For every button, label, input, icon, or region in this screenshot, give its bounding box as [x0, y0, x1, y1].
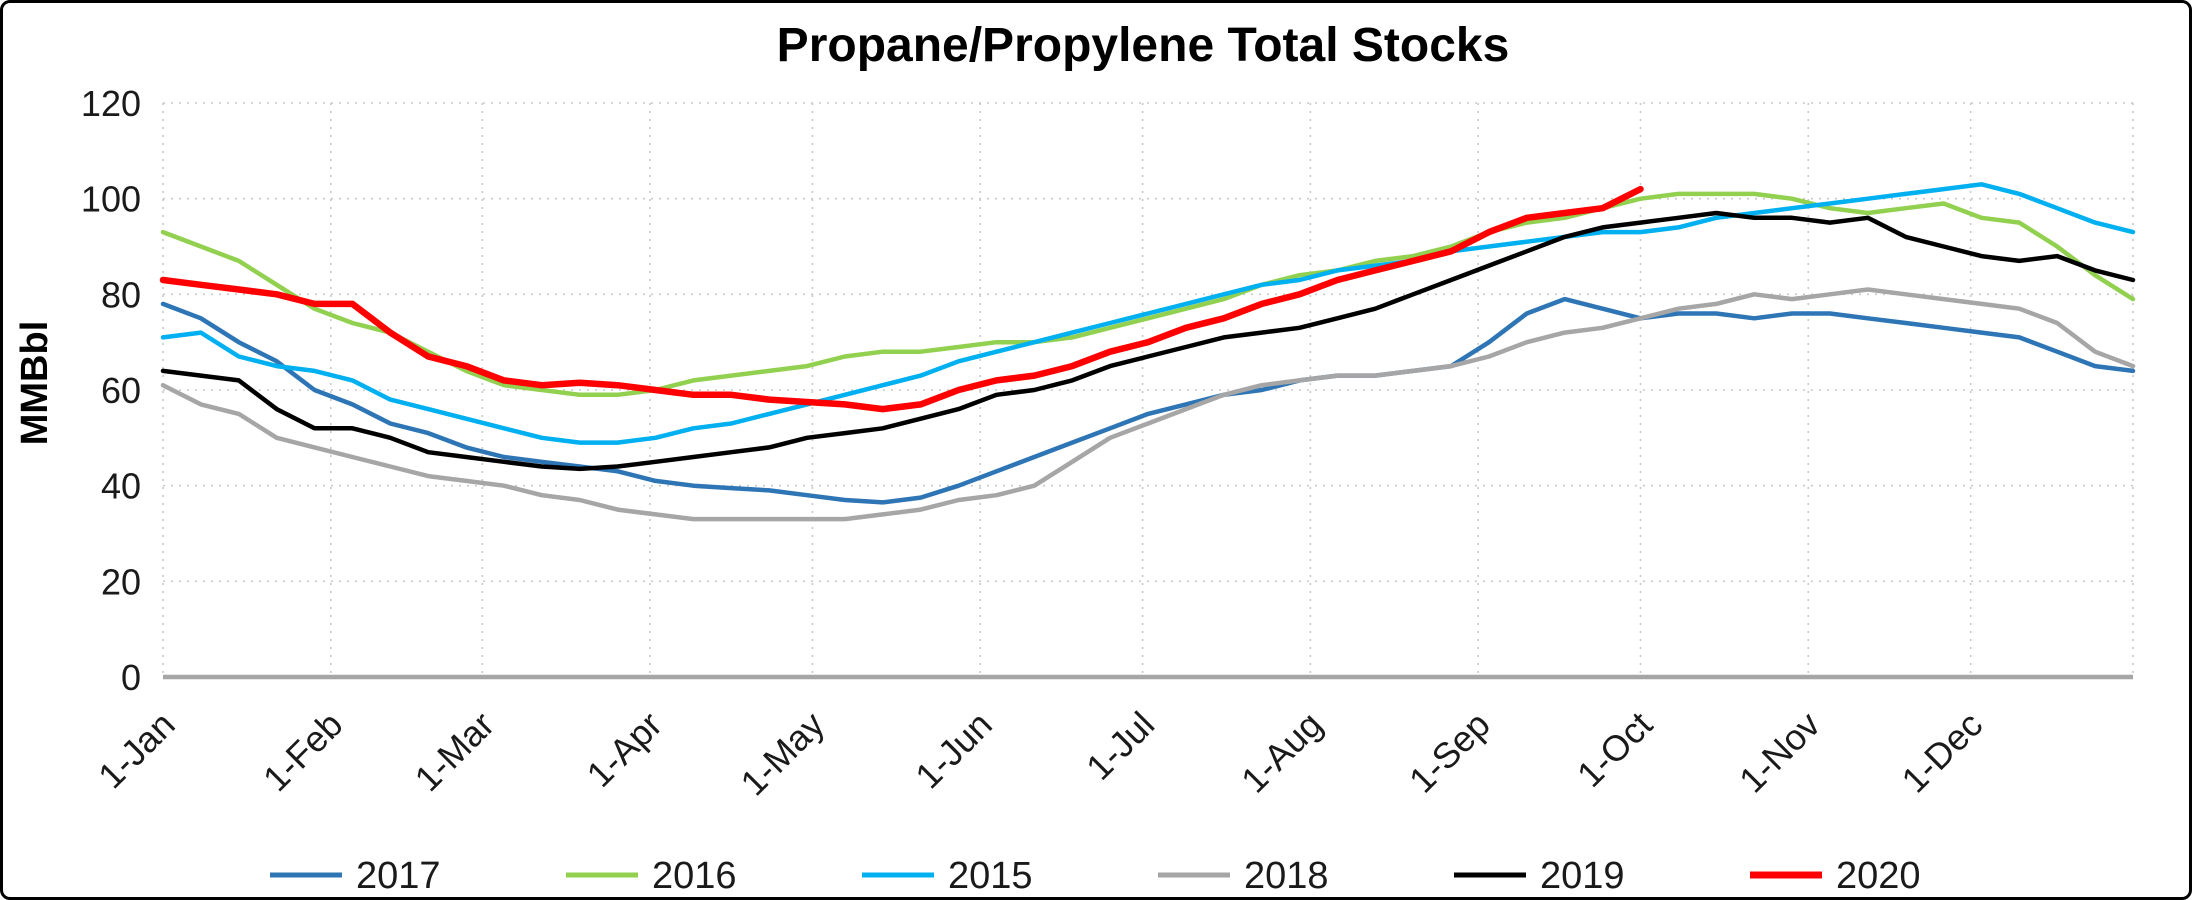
y-tick-label: 20 [101, 561, 141, 602]
y-tick-labels: 0 20 40 60 80 100 120 [81, 83, 141, 698]
x-tick-label: 1-Nov [1731, 704, 1828, 801]
x-tick-label: 1-Dec [1893, 704, 1990, 801]
x-tick-label: 1-Sep [1401, 704, 1498, 801]
legend-item-2016: 2016 [566, 855, 737, 897]
legend: 2017 2016 2015 2018 2019 2020 [270, 855, 1921, 897]
x-tick-label: 1-Aug [1233, 704, 1330, 801]
legend-item-2019: 2019 [1454, 855, 1625, 897]
y-tick-label: 60 [101, 370, 141, 411]
series-line-2017 [160, 296, 2136, 505]
series-lines [159, 182, 2136, 522]
y-tick-label: 40 [101, 466, 141, 507]
y-tick-label: 80 [101, 274, 141, 315]
x-tick-label: 1-May [732, 704, 832, 804]
propane-stocks-line-chart: 0 20 40 60 80 100 120 1-Jan 1-Feb 1-Mar 1-Apr 1-Ma… [14, 19, 2136, 897]
legend-label-2018: 2018 [1244, 855, 1329, 897]
x-tick-label: 1-Feb [255, 704, 350, 799]
y-tick-label: 100 [81, 179, 141, 220]
legend-label-2015: 2015 [948, 855, 1033, 897]
gridlines [162, 102, 2134, 680]
x-tick-label: 1-Jan [90, 704, 183, 797]
x-tick-labels: 1-Jan 1-Feb 1-Mar 1-Apr 1-May 1-Jun 1-Jul 1-Aug… [90, 704, 1990, 804]
series-line-2019 [160, 210, 2136, 472]
legend-item-2017: 2017 [270, 855, 441, 897]
x-tick-label: 1-Mar [406, 704, 501, 799]
legend-label-2016: 2016 [652, 855, 737, 897]
legend-label-2017: 2017 [356, 855, 441, 897]
legend-item-2018: 2018 [1158, 855, 1329, 897]
legend-label-2019: 2019 [1540, 855, 1625, 897]
chart-title: Propane/Propylene Total Stocks [777, 19, 1510, 72]
series-line-2016 [160, 191, 2136, 398]
series-line-2018 [160, 287, 2136, 522]
series-line-2015 [160, 182, 2136, 445]
series-line-2020 [159, 185, 1644, 413]
y-axis-title: MMBbl [14, 321, 56, 446]
x-tick-label: 1-Jul [1078, 704, 1162, 788]
legend-item-2020: 2020 [1750, 855, 1921, 897]
x-tick-label: 1-Oct [1569, 704, 1660, 795]
legend-label-2020: 2020 [1836, 855, 1921, 897]
x-tick-label: 1-Jun [907, 704, 1000, 797]
legend-item-2015: 2015 [862, 855, 1033, 897]
y-tick-label: 0 [121, 657, 141, 698]
y-tick-label: 120 [81, 83, 141, 124]
x-tick-label: 1-Apr [579, 704, 670, 795]
